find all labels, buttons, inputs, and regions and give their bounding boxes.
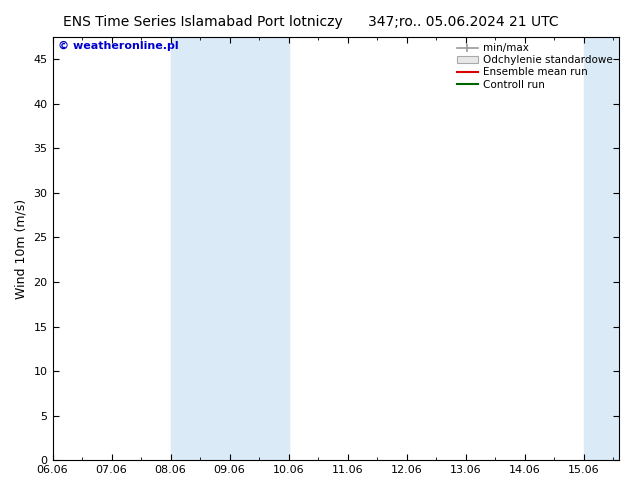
Text: 347;ro.. 05.06.2024 21 UTC: 347;ro.. 05.06.2024 21 UTC [368, 15, 558, 29]
Y-axis label: Wind 10m (m/s): Wind 10m (m/s) [15, 198, 28, 299]
Text: ENS Time Series Islamabad Port lotniczy: ENS Time Series Islamabad Port lotniczy [63, 15, 343, 29]
Legend: min/max, Odchylenie standardowe, Ensemble mean run, Controll run: min/max, Odchylenie standardowe, Ensembl… [454, 40, 616, 93]
Text: © weatheronline.pl: © weatheronline.pl [58, 41, 179, 51]
Bar [583, 37, 619, 460]
Bar [171, 37, 288, 460]
